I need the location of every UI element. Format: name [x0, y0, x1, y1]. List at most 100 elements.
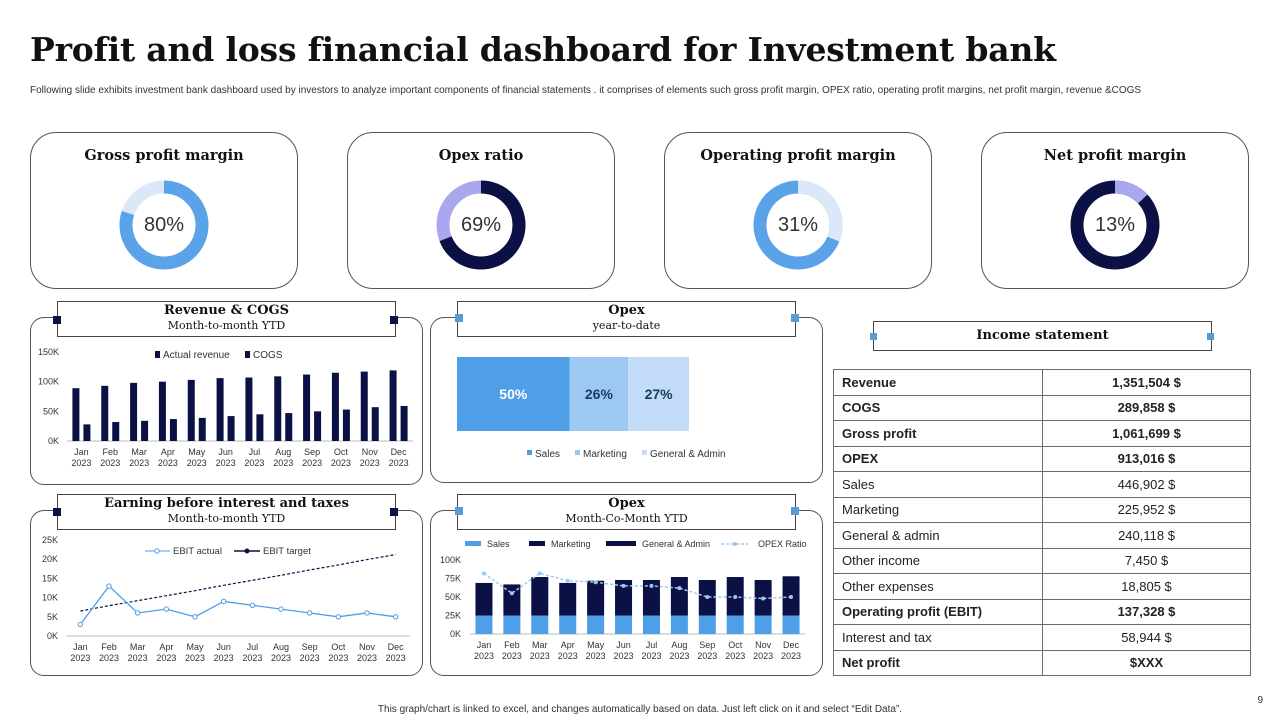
opex-ratio-point [481, 571, 486, 576]
bar-marketing [642, 579, 660, 616]
kpi-card-opex-ratio[interactable]: Opex ratio 69% [347, 132, 615, 289]
x-tick-label: 2023 [357, 653, 377, 663]
x-tick-label: 2023 [502, 651, 522, 661]
bar-segment-marketing [569, 357, 629, 431]
legend-label: Marketing [583, 449, 627, 460]
page-subtitle: Following slide exhibits investment bank… [30, 85, 1142, 96]
x-tick-label: 2023 [725, 651, 745, 661]
x-tick-label: May [587, 640, 605, 650]
page-title: Profit and loss financial dashboard for … [30, 30, 1056, 69]
data-label: 27% [645, 386, 674, 402]
bar-marketing [531, 577, 549, 616]
panel-title: Opex [608, 303, 645, 318]
kpi-card-net-profit-margin[interactable]: Net profit margin 13% [981, 132, 1249, 289]
bar-cogs [112, 422, 120, 441]
income-label-cell: Sales [833, 471, 1043, 498]
y-tick-label: 25K [445, 611, 461, 621]
legend-label: EBIT target [263, 546, 311, 557]
legend-swatch [527, 450, 532, 455]
opex-ratio-point [537, 571, 542, 576]
donut-value-arc [753, 180, 843, 270]
x-tick-label: Jun [216, 642, 231, 652]
x-tick-label: Apr [161, 447, 175, 457]
x-tick-label: Oct [334, 447, 349, 457]
resize-handle[interactable] [1207, 333, 1214, 340]
resize-handle[interactable] [791, 507, 799, 515]
bar-cogs [371, 407, 379, 441]
resize-handle[interactable] [53, 508, 61, 516]
resize-handle[interactable] [455, 314, 463, 322]
income-label-cell: Operating profit (EBIT) [833, 598, 1043, 625]
y-tick-label: 15K [42, 573, 58, 583]
resize-handle[interactable] [390, 316, 398, 324]
table-row: Other expenses 18,805 $ [833, 573, 1251, 600]
legend-marker [733, 542, 737, 546]
income-value-cell: 18,805 $ [1042, 573, 1251, 600]
x-tick-label: 2023 [697, 651, 717, 661]
x-tick-label: Apr [159, 642, 173, 652]
kpi-title: Operating profit margin [700, 147, 896, 164]
bar-actual-revenue [158, 381, 166, 441]
x-tick-label: 2023 [753, 651, 773, 661]
kpi-card-gross-profit-margin[interactable]: Gross profit margin 80% [30, 132, 298, 289]
income-statement-table: Revenue 1,351,504 $ COGS 289,858 $ Gross pro… [833, 369, 1251, 676]
x-tick-label: 2023 [185, 653, 205, 663]
x-tick-label: 2023 [300, 653, 320, 663]
x-tick-label: Jan [74, 447, 89, 457]
bar-sales [754, 615, 772, 634]
bar-marketing [559, 582, 577, 616]
bar-sales [615, 615, 633, 634]
income-label-cell: Other income [833, 547, 1043, 574]
legend-swatch [642, 450, 647, 455]
bar-sales [559, 615, 577, 634]
resize-handle[interactable] [455, 507, 463, 515]
kpi-card-operating-profit-margin[interactable]: Operating profit margin 31% [664, 132, 932, 289]
opex-ytd-chart[interactable]: 50% 26% 27% Sales Marketing General & Admin [430, 317, 823, 483]
resize-handle[interactable] [870, 333, 877, 340]
x-tick-label: Nov [359, 642, 376, 652]
x-tick-label: Jul [249, 447, 261, 457]
x-tick-label: Nov [362, 447, 379, 457]
ebit-actual-point [335, 614, 342, 620]
table-row: Gross profit 1,061,699 $ [833, 420, 1251, 447]
x-tick-label: 2023 [187, 458, 207, 468]
resize-handle[interactable] [53, 316, 61, 324]
y-tick-label: 20K [42, 554, 58, 564]
bar-actual-revenue [245, 377, 253, 441]
legend-label: General & Admin [642, 539, 710, 549]
resize-handle[interactable] [791, 314, 799, 322]
opex-mom-chart[interactable]: 0K 25K 50K 75K 100K Jan 2023 Feb 2023 Mar 2023 Apr 2… [430, 510, 823, 676]
ebit-chart[interactable]: 0K 5K 10K 15K 20K 25K Jan 2023 Feb 2023 Mar 2023 Apr… [30, 510, 423, 676]
x-tick-label: 2023 [128, 653, 148, 663]
data-label: 26% [585, 386, 614, 402]
x-tick-label: 2023 [156, 653, 176, 663]
x-tick-label: 2023 [331, 458, 351, 468]
bar-actual-revenue [101, 385, 109, 441]
opex-ratio-point [733, 595, 738, 599]
income-value-cell: 240,118 $ [1042, 522, 1251, 549]
x-tick-label: 2023 [244, 458, 264, 468]
kpi-donut-chart [119, 180, 209, 270]
legend-label: Marketing [551, 539, 591, 549]
table-row: General & admin 240,118 $ [833, 522, 1251, 549]
resize-handle[interactable] [390, 508, 398, 516]
income-label-cell: Net profit [833, 649, 1043, 676]
x-tick-label: 2023 [271, 653, 291, 663]
x-tick-label: 2023 [641, 651, 661, 661]
opex-ratio-point [789, 595, 794, 599]
kpi-title: Opex ratio [438, 147, 524, 164]
panel-title: Opex [608, 496, 645, 511]
ebit-target-line [80, 554, 396, 612]
x-tick-label: 2023 [273, 458, 293, 468]
table-row: COGS 289,858 $ [833, 394, 1251, 421]
opex-ytd-header: Opex year-to-date [457, 301, 796, 337]
x-tick-label: 2023 [586, 651, 606, 661]
revenue-cogs-chart[interactable]: 0K 50K 100K 150K Jan 2023 Feb 2023 Mar 2023 Apr 202… [30, 317, 423, 485]
ebit-actual-point [163, 606, 170, 612]
x-tick-label: 2023 [100, 458, 120, 468]
x-tick-label: 2023 [158, 458, 178, 468]
table-row: Interest and tax 58,944 $ [833, 624, 1251, 651]
x-tick-label: 2023 [242, 653, 262, 663]
x-tick-label: Mar [130, 642, 146, 652]
x-tick-label: 2023 [558, 651, 578, 661]
